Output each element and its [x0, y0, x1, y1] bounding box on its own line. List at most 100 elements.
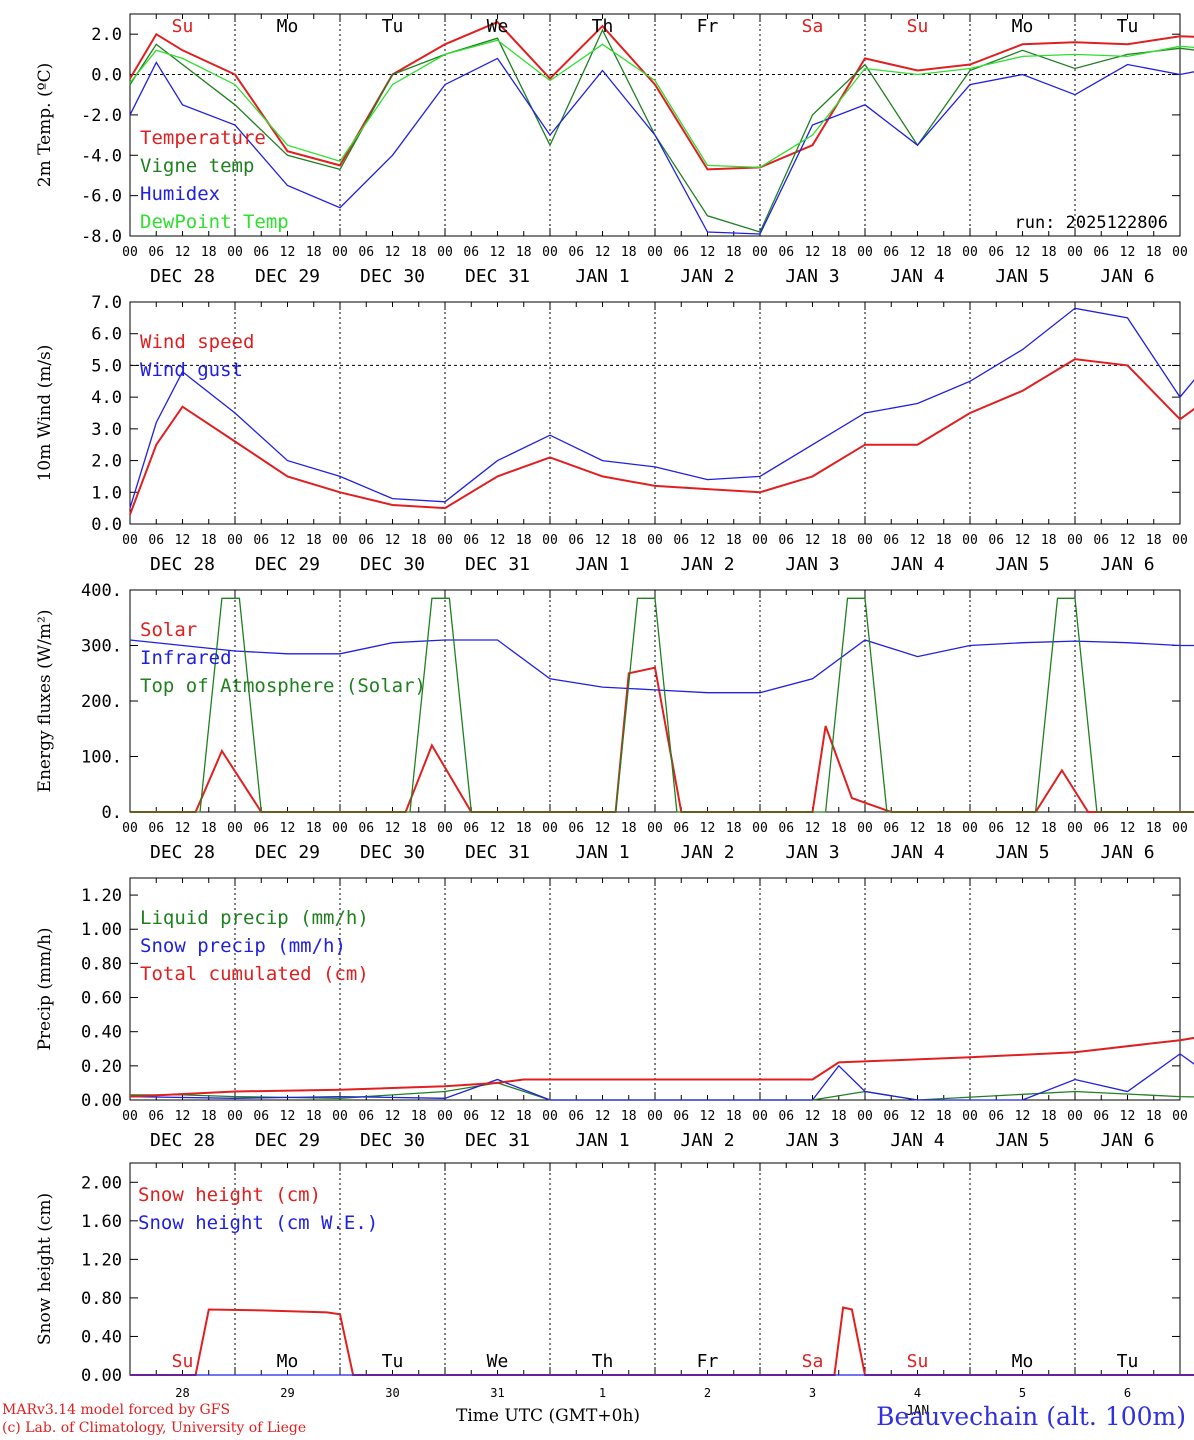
hour-tick-label: 12	[910, 821, 926, 836]
hour-tick-label: 00	[1172, 245, 1188, 260]
hour-tick-label: 06	[883, 245, 899, 260]
hour-tick-label: 06	[358, 245, 374, 260]
hour-tick-label: 12	[910, 533, 926, 548]
hour-tick-label: 12	[595, 1109, 611, 1124]
date-label: JAN 3	[785, 1130, 839, 1151]
hour-tick-label: 00	[752, 1109, 768, 1124]
legend-entry: Wind speed	[140, 331, 254, 353]
hour-tick-label: 00	[542, 533, 558, 548]
hour-tick-label: 12	[805, 1109, 821, 1124]
hour-tick-label: 00	[437, 1109, 453, 1124]
hour-tick-label: 00	[962, 533, 978, 548]
y-tick-label: 0.	[102, 803, 122, 823]
hour-tick-label: 18	[621, 1109, 637, 1124]
hour-tick-label: 06	[778, 533, 794, 548]
y-tick-label: 0.40	[81, 1023, 122, 1043]
hour-tick-label: 06	[1093, 1109, 1109, 1124]
legend-entry: Snow height (cm W.E.)	[138, 1212, 378, 1234]
date-label: JAN 1	[575, 1130, 629, 1151]
hour-tick-label: 12	[175, 533, 191, 548]
hour-tick-label: 12	[910, 245, 926, 260]
hour-tick-label: 12	[385, 245, 401, 260]
y-tick-label: 0.00	[81, 1091, 122, 1111]
hour-tick-label: 18	[936, 533, 952, 548]
hour-tick-label: 06	[673, 533, 689, 548]
hour-tick-label: 00	[227, 1109, 243, 1124]
hour-tick-label: 00	[857, 1109, 873, 1124]
hour-tick-label: 18	[831, 245, 847, 260]
run-annotation: run: 2025122806	[1014, 213, 1168, 233]
hour-tick-label: 06	[988, 533, 1004, 548]
date-label: DEC 29	[255, 266, 320, 287]
panel-5	[129, 1162, 1194, 1376]
hour-tick-label: 00	[1067, 1109, 1083, 1124]
hour-tick-label: 18	[1041, 821, 1057, 836]
hour-tick-label: 06	[1093, 821, 1109, 836]
series-line-snow-precip-mm-h-	[129, 1053, 1194, 1101]
hour-tick-label: 12	[280, 245, 296, 260]
hour-tick-label: 00	[857, 821, 873, 836]
hour-tick-label: 06	[253, 1109, 269, 1124]
hour-tick-label: 12	[1015, 1109, 1031, 1124]
y-tick-label: 6.0	[91, 325, 122, 345]
hour-tick-label: 12	[280, 533, 296, 548]
hour-tick-label: 00	[122, 1109, 138, 1124]
weekday-label: Mo	[1012, 16, 1034, 37]
hour-tick-label: 00	[647, 533, 663, 548]
date-label: JAN 6	[1100, 266, 1154, 287]
date-label: DEC 28	[150, 266, 215, 287]
y-tick-label: 0.00	[81, 1366, 122, 1386]
hour-tick-label: 18	[1146, 821, 1162, 836]
day-number-label: 28	[175, 1386, 189, 1400]
hour-tick-label: 00	[752, 533, 768, 548]
credit-model: MARv3.14 model forced by GFS	[2, 1402, 231, 1418]
hour-tick-label: 06	[463, 533, 479, 548]
hour-tick-label: 12	[1120, 245, 1136, 260]
hour-tick-label: 12	[175, 1109, 191, 1124]
hour-tick-label: 00	[122, 533, 138, 548]
hour-tick-label: 00	[437, 821, 453, 836]
y-axis-label: Snow height (cm)	[35, 1193, 55, 1345]
hour-tick-label: 00	[962, 245, 978, 260]
hour-tick-label: 06	[148, 245, 164, 260]
legend-entry: Infrared	[140, 647, 232, 669]
day-number-label: 6	[1124, 1386, 1131, 1400]
hour-tick-label: 06	[988, 245, 1004, 260]
hour-tick-label: 06	[883, 1109, 899, 1124]
date-label: JAN 4	[890, 266, 944, 287]
hour-tick-label: 18	[1146, 533, 1162, 548]
hour-tick-label: 00	[332, 245, 348, 260]
hour-tick-label: 06	[673, 821, 689, 836]
hour-tick-label: 06	[673, 245, 689, 260]
series-line-top-of-atmosphere-solar-	[130, 597, 1194, 813]
y-tick-label: 300.	[81, 637, 122, 657]
hour-tick-label: 12	[700, 245, 716, 260]
weekday-label: Th	[592, 1351, 614, 1372]
hour-tick-label: 18	[936, 821, 952, 836]
hour-tick-label: 06	[253, 821, 269, 836]
y-tick-label: 0.60	[81, 989, 122, 1009]
hour-tick-label: 06	[568, 1109, 584, 1124]
hour-tick-label: 00	[122, 821, 138, 836]
hour-tick-label: 06	[883, 533, 899, 548]
day-number-label: 2	[704, 1386, 711, 1400]
hour-tick-label: 00	[857, 533, 873, 548]
legend-entry: Snow precip (mm/h)	[140, 935, 346, 957]
date-label: JAN 4	[890, 842, 944, 863]
hour-tick-label: 06	[463, 245, 479, 260]
hour-tick-label: 06	[568, 533, 584, 548]
hour-tick-label: 00	[752, 821, 768, 836]
y-tick-label: 1.20	[81, 886, 122, 906]
legend-entry: Solar	[140, 619, 197, 641]
date-label: DEC 28	[150, 554, 215, 575]
hour-tick-label: 06	[463, 1109, 479, 1124]
date-label: JAN 3	[785, 266, 839, 287]
hour-tick-label: 18	[411, 245, 427, 260]
date-label: DEC 29	[255, 842, 320, 863]
y-tick-label: 5.0	[91, 356, 122, 376]
date-label: JAN 4	[890, 1130, 944, 1151]
date-label: JAN 2	[680, 266, 734, 287]
hour-tick-label: 00	[1067, 533, 1083, 548]
hour-tick-label: 00	[227, 821, 243, 836]
y-tick-label: 2.00	[81, 1173, 122, 1193]
